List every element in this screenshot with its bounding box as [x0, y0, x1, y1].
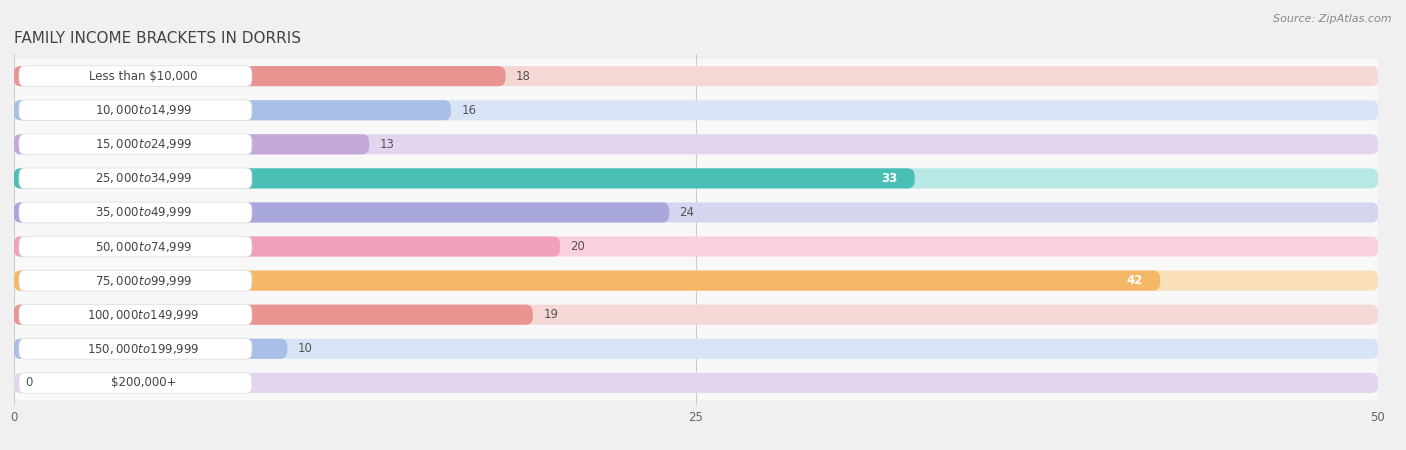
Bar [14, 332, 1378, 366]
Text: 10: 10 [298, 342, 312, 355]
Text: 0: 0 [25, 376, 32, 389]
Text: 42: 42 [1128, 274, 1143, 287]
Text: $15,000 to $24,999: $15,000 to $24,999 [94, 137, 193, 151]
Bar [14, 366, 1378, 400]
Text: 20: 20 [571, 240, 585, 253]
Bar [14, 93, 1378, 127]
Bar [14, 59, 1378, 93]
FancyBboxPatch shape [14, 66, 506, 86]
FancyBboxPatch shape [14, 134, 1378, 154]
Text: $100,000 to $149,999: $100,000 to $149,999 [87, 308, 200, 322]
Bar [14, 195, 1378, 230]
FancyBboxPatch shape [14, 339, 287, 359]
Text: $50,000 to $74,999: $50,000 to $74,999 [94, 239, 193, 253]
FancyBboxPatch shape [14, 202, 1378, 222]
FancyBboxPatch shape [14, 66, 1378, 86]
FancyBboxPatch shape [18, 373, 252, 393]
Text: 19: 19 [543, 308, 558, 321]
Text: $10,000 to $14,999: $10,000 to $14,999 [94, 103, 193, 117]
Bar [14, 230, 1378, 264]
Text: FAMILY INCOME BRACKETS IN DORRIS: FAMILY INCOME BRACKETS IN DORRIS [14, 31, 301, 46]
FancyBboxPatch shape [14, 305, 1378, 325]
Text: Less than $10,000: Less than $10,000 [90, 70, 198, 83]
FancyBboxPatch shape [14, 270, 1378, 291]
FancyBboxPatch shape [14, 305, 533, 325]
FancyBboxPatch shape [18, 202, 252, 223]
Bar [14, 162, 1378, 195]
FancyBboxPatch shape [14, 100, 451, 120]
Bar [14, 264, 1378, 297]
FancyBboxPatch shape [14, 168, 1378, 189]
Text: $200,000+: $200,000+ [111, 376, 176, 389]
Text: $150,000 to $199,999: $150,000 to $199,999 [87, 342, 200, 356]
Text: 18: 18 [516, 70, 531, 83]
Text: $25,000 to $34,999: $25,000 to $34,999 [94, 171, 193, 185]
Text: 16: 16 [461, 104, 477, 117]
FancyBboxPatch shape [18, 66, 252, 86]
FancyBboxPatch shape [14, 237, 560, 256]
FancyBboxPatch shape [18, 168, 252, 189]
FancyBboxPatch shape [18, 134, 252, 155]
Text: $35,000 to $49,999: $35,000 to $49,999 [94, 206, 193, 220]
FancyBboxPatch shape [14, 100, 1378, 120]
Text: Source: ZipAtlas.com: Source: ZipAtlas.com [1274, 14, 1392, 23]
FancyBboxPatch shape [14, 202, 669, 222]
Text: 13: 13 [380, 138, 395, 151]
FancyBboxPatch shape [18, 338, 252, 359]
Text: 24: 24 [679, 206, 695, 219]
FancyBboxPatch shape [14, 270, 1160, 291]
FancyBboxPatch shape [18, 100, 252, 121]
Bar [14, 297, 1378, 332]
FancyBboxPatch shape [14, 339, 1378, 359]
FancyBboxPatch shape [14, 168, 915, 189]
FancyBboxPatch shape [14, 237, 1378, 256]
Bar [14, 127, 1378, 162]
FancyBboxPatch shape [14, 373, 1378, 393]
FancyBboxPatch shape [18, 304, 252, 325]
FancyBboxPatch shape [18, 270, 252, 291]
Text: 33: 33 [882, 172, 898, 185]
FancyBboxPatch shape [18, 236, 252, 257]
FancyBboxPatch shape [14, 134, 370, 154]
Text: $75,000 to $99,999: $75,000 to $99,999 [94, 274, 193, 288]
